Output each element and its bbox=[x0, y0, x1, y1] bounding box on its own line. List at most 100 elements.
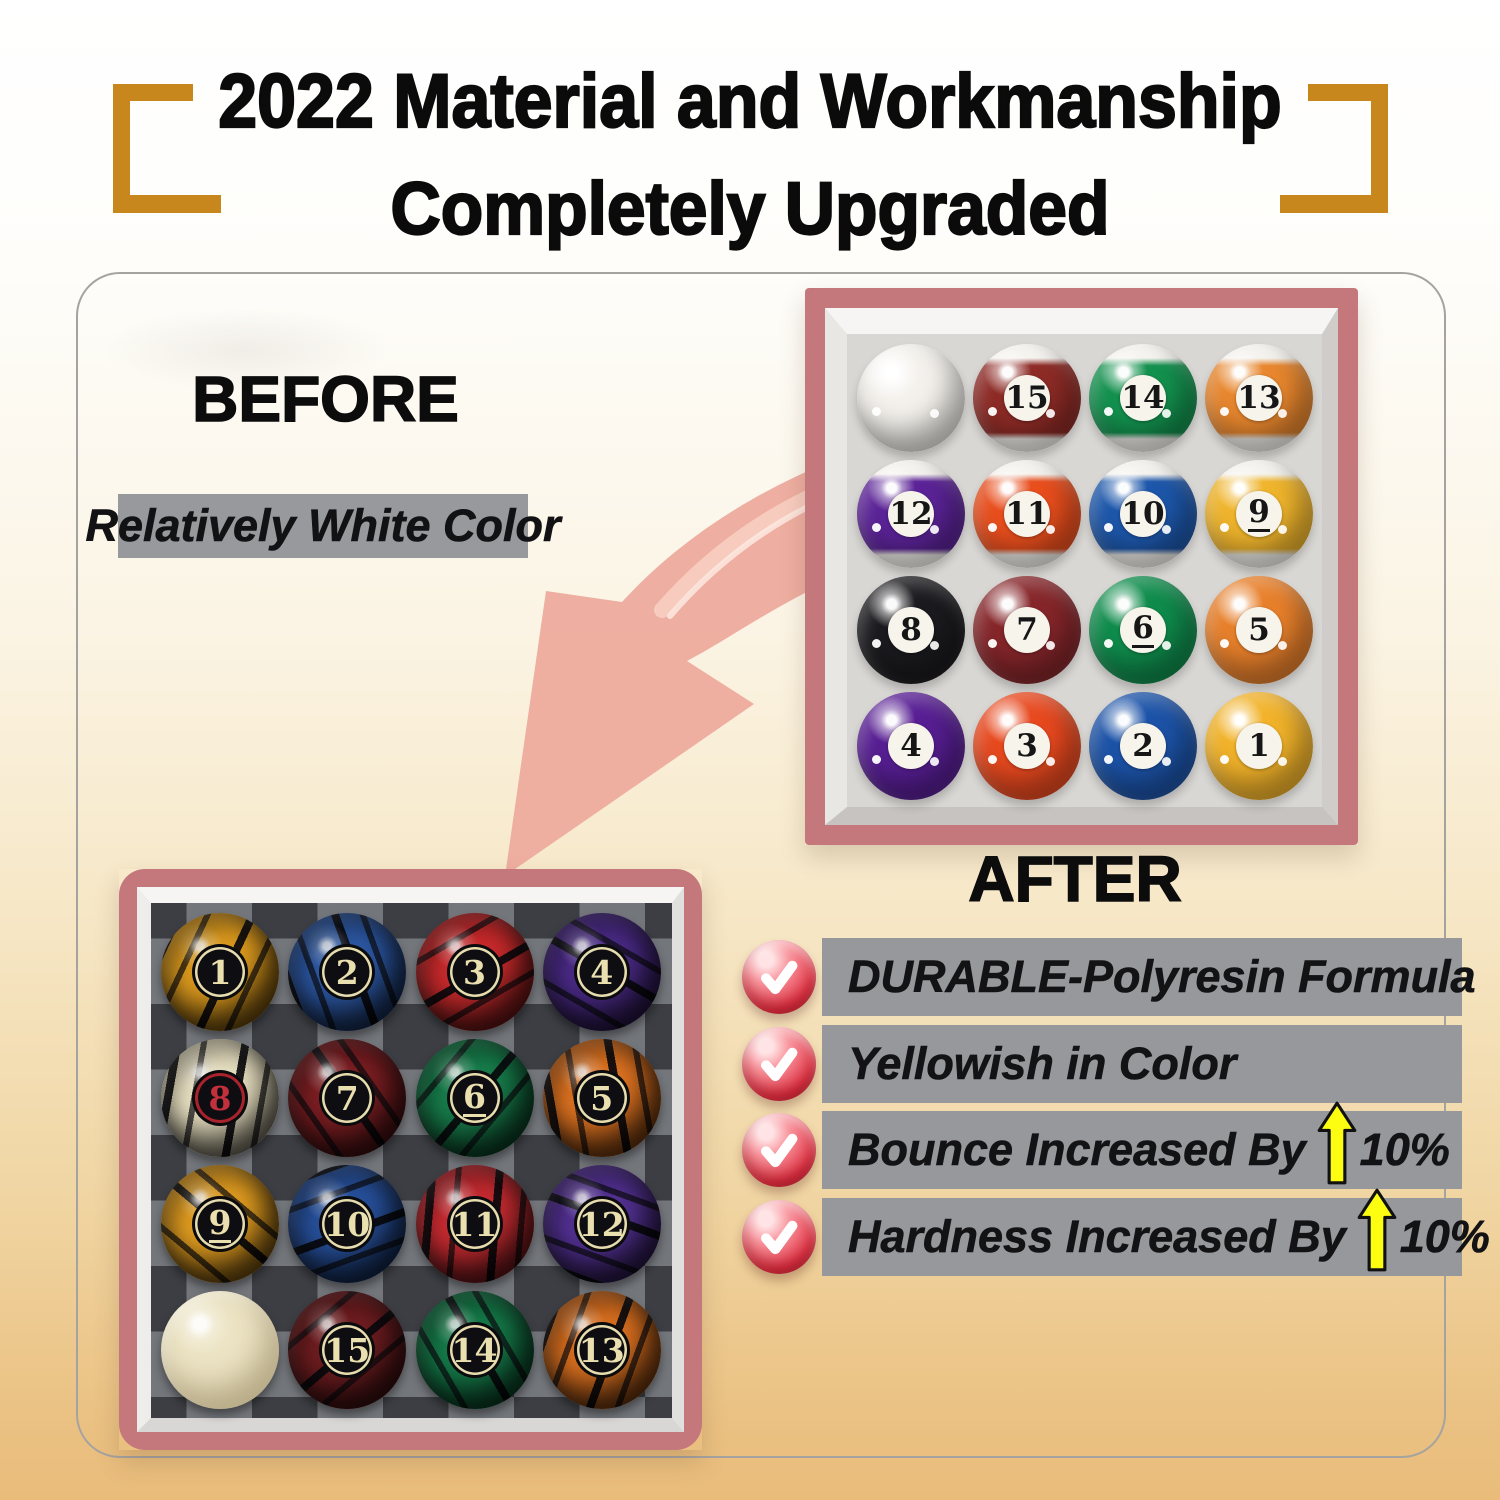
feature-text: DURABLE-Polyresin Formula bbox=[848, 951, 1476, 1003]
headline-line-2: Completely Upgraded bbox=[390, 166, 1111, 251]
comparison-card-outline bbox=[76, 272, 1446, 1458]
after-ball-9: 9 bbox=[1205, 460, 1313, 568]
ball-number-badge: 8 bbox=[888, 607, 934, 653]
check-badge-icon bbox=[742, 940, 816, 1014]
check-icon bbox=[761, 1220, 798, 1254]
before-ball-14: 14 bbox=[415, 1291, 534, 1409]
up-arrow-icon bbox=[1357, 1188, 1397, 1271]
before-ball-3: 3 bbox=[415, 913, 534, 1031]
ball-number-badge: 4 bbox=[576, 947, 627, 997]
before-ball-11: 11 bbox=[415, 1165, 534, 1283]
before-photo: 1 2 3 4 8 7 6 5 9 10 11 12 15 14 13 bbox=[119, 869, 702, 1450]
before-label: BEFORE bbox=[191, 362, 459, 436]
headline-line-1: 2022 Material and Workmanship bbox=[217, 58, 1282, 145]
feature-bar: DURABLE-Polyresin Formula bbox=[822, 938, 1476, 1016]
feature-text: Yellowish in Color bbox=[848, 1037, 1237, 1089]
faint-watermark bbox=[110, 300, 450, 400]
feature-row-2: Yellowish in Color bbox=[742, 1024, 1466, 1103]
after-ball-13: 13 bbox=[1205, 344, 1313, 452]
ball-number-badge: 3 bbox=[1004, 723, 1050, 769]
bracket-right-decoration bbox=[1371, 84, 1388, 212]
feature-percent: 10% bbox=[1399, 1210, 1490, 1262]
before-ball-4: 4 bbox=[542, 913, 661, 1031]
before-balls-grid: 1 2 3 4 8 7 6 5 9 10 11 12 15 14 13 bbox=[151, 903, 672, 1418]
ball-number-badge: 6 bbox=[1120, 607, 1166, 653]
ball-number-badge: 12 bbox=[576, 1199, 627, 1249]
ball-number-badge: 8 bbox=[195, 1073, 245, 1123]
ball-number-badge: 14 bbox=[1120, 375, 1166, 421]
after-ball-15: 15 bbox=[973, 344, 1081, 452]
ball-number-badge: 13 bbox=[576, 1325, 627, 1375]
ball-number-badge: 12 bbox=[888, 491, 934, 537]
before-ball-9: 9 bbox=[161, 1165, 279, 1283]
bracket-right-bottom-arm bbox=[1280, 195, 1388, 213]
feature-bar: Bounce Increased By 10% bbox=[822, 1101, 1462, 1189]
check-badge-icon bbox=[742, 1113, 816, 1187]
ball-number-badge: 11 bbox=[449, 1199, 500, 1249]
before-ball-5: 5 bbox=[542, 1039, 661, 1157]
after-ball-4: 4 bbox=[857, 692, 965, 800]
after-ball-1: 1 bbox=[1205, 692, 1313, 800]
after-balls-grid: 15 14 13 12 11 10 9 8 7 6 5 4 3 2 1 bbox=[847, 334, 1322, 807]
ball-number-badge: 2 bbox=[322, 947, 373, 997]
check-badge-icon bbox=[742, 1026, 816, 1101]
check-icon bbox=[761, 1133, 798, 1168]
after-ball-6: 6 bbox=[1089, 576, 1197, 684]
ball-number-badge: 14 bbox=[449, 1325, 500, 1375]
after-ball-5: 5 bbox=[1205, 576, 1313, 684]
after-photo: 15 14 13 12 11 10 9 8 7 6 5 4 3 2 1 bbox=[805, 288, 1358, 845]
ball-number-badge: 3 bbox=[449, 947, 500, 997]
after-ball-10: 10 bbox=[1089, 460, 1197, 568]
ball-number-badge: 10 bbox=[322, 1199, 373, 1249]
ball-number-badge: 6 bbox=[449, 1073, 500, 1123]
feature-row-1: DURABLE-Polyresin Formula bbox=[742, 938, 1476, 1016]
ball-number-badge: 2 bbox=[1120, 723, 1166, 769]
before-note-text: Relatively White Color bbox=[85, 500, 561, 552]
ball-number-badge: 13 bbox=[1236, 375, 1282, 421]
before-cue-ball bbox=[161, 1291, 279, 1409]
ball-number-badge: 7 bbox=[322, 1073, 373, 1123]
ball-number-badge: 10 bbox=[1120, 491, 1166, 537]
ball-number-badge: 15 bbox=[322, 1325, 373, 1375]
after-ball-11: 11 bbox=[973, 460, 1081, 568]
check-badge-icon bbox=[742, 1199, 816, 1274]
before-ball-6: 6 bbox=[415, 1039, 534, 1157]
before-ball-13: 13 bbox=[542, 1291, 661, 1409]
up-arrow-icon bbox=[1317, 1101, 1357, 1185]
bracket-left-bottom-arm bbox=[113, 195, 221, 213]
after-cue-ball bbox=[857, 344, 965, 452]
before-ball-12: 12 bbox=[542, 1165, 661, 1283]
feature-checklist: DURABLE-Polyresin Formula Yellowish in Co… bbox=[742, 938, 1490, 1284]
before-ball-2: 2 bbox=[288, 913, 407, 1031]
after-ball-3: 3 bbox=[973, 692, 1081, 800]
after-label: AFTER bbox=[968, 842, 1183, 916]
before-ball-box: 1 2 3 4 8 7 6 5 9 10 11 12 15 14 13 bbox=[137, 887, 684, 1432]
bracket-right-top-arm bbox=[1308, 84, 1388, 101]
before-note-bar: Relatively White Color bbox=[85, 494, 561, 558]
ball-number-badge: 15 bbox=[1004, 375, 1050, 421]
ball-number-badge: 7 bbox=[1004, 607, 1050, 653]
after-ball-12: 12 bbox=[857, 460, 965, 568]
ball-number-badge: 9 bbox=[1236, 491, 1282, 537]
feature-row-3: Bounce Increased By 10% bbox=[742, 1101, 1466, 1189]
ball-number-badge: 1 bbox=[195, 947, 245, 997]
after-ball-8: 8 bbox=[857, 576, 965, 684]
before-ball-15: 15 bbox=[288, 1291, 407, 1409]
check-icon bbox=[761, 960, 798, 995]
before-ball-8: 8 bbox=[161, 1039, 279, 1157]
check-icon bbox=[761, 1047, 798, 1081]
before-ball-7: 7 bbox=[288, 1039, 407, 1157]
ball-number-badge: 1 bbox=[1236, 723, 1282, 769]
ball-number-badge: 11 bbox=[1004, 491, 1050, 537]
ball-number-badge: 5 bbox=[1236, 607, 1282, 653]
ball-number-badge: 4 bbox=[888, 723, 934, 769]
before-ball-10: 10 bbox=[288, 1165, 407, 1283]
after-ball-7: 7 bbox=[973, 576, 1081, 684]
feature-bar: Hardness Increased By 10% bbox=[822, 1188, 1490, 1276]
before-ball-1: 1 bbox=[161, 913, 279, 1031]
feature-bar: Yellowish in Color bbox=[822, 1024, 1462, 1103]
feature-text: Hardness Increased By bbox=[848, 1210, 1346, 1262]
ball-number-badge: 9 bbox=[195, 1199, 245, 1249]
bracket-left-decoration bbox=[113, 84, 130, 212]
